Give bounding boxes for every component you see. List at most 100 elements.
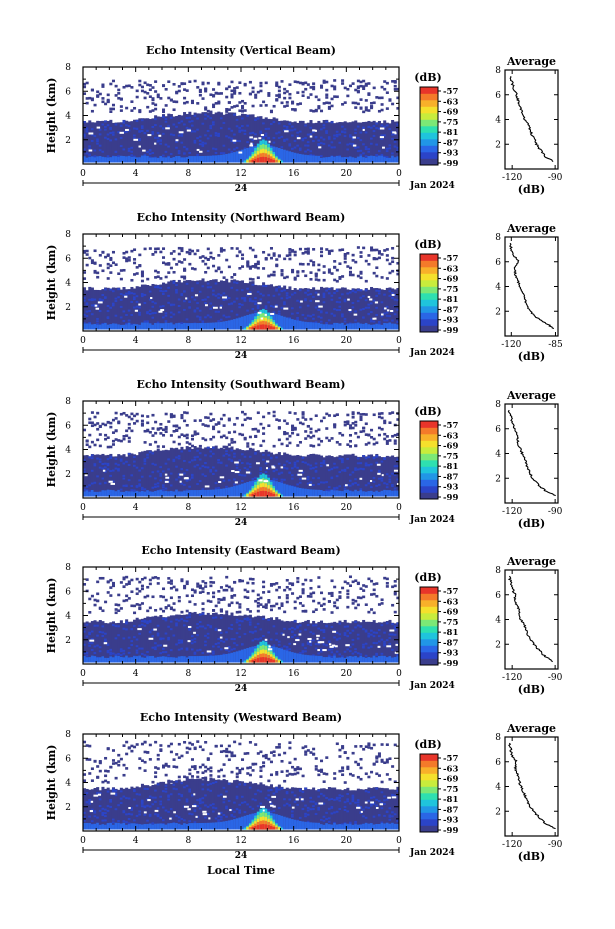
echo-speckle	[314, 135, 318, 138]
echo-upper-speckle	[362, 79, 366, 83]
echo-layer	[122, 287, 126, 330]
echo-upper-speckle	[256, 276, 260, 280]
echo-upper-speckle	[335, 268, 339, 272]
echo-upper-speckle	[140, 414, 144, 418]
average-y-tick-label: 6	[495, 91, 501, 101]
echo-speckle	[227, 479, 231, 482]
echo-speckle	[212, 466, 215, 469]
echo-speckle	[275, 468, 279, 471]
echo-speckle	[154, 463, 158, 466]
echo-speckle	[227, 458, 231, 461]
echo-upper-speckle	[309, 431, 313, 434]
echo-upper-speckle	[391, 256, 395, 260]
echo-upper-speckle	[354, 431, 358, 435]
echo-upper-speckle	[127, 259, 131, 262]
echo-gap	[392, 131, 397, 134]
echo-speckle	[212, 147, 215, 150]
echo-speckle	[272, 121, 276, 124]
echo-layer	[209, 614, 213, 663]
echo-near-ground	[93, 323, 97, 330]
echo-upper-speckle	[306, 250, 310, 253]
echo-layer	[83, 622, 87, 663]
echo-near-ground	[217, 322, 221, 330]
echo-speckle	[298, 624, 302, 627]
echo-gap	[110, 482, 116, 485]
echo-near-ground	[317, 155, 321, 163]
echo-speckle	[206, 137, 210, 140]
echo-layer	[122, 623, 126, 663]
echo-speckle	[325, 322, 329, 325]
echo-upper-speckle	[325, 427, 329, 430]
echo-speckle	[135, 305, 139, 308]
echo-upper-speckle	[283, 432, 287, 436]
echo-upper-speckle	[254, 255, 258, 259]
echo-upper-speckle	[241, 105, 245, 108]
echo-speckle	[375, 642, 379, 645]
echo-upper-speckle	[98, 264, 102, 267]
average-x-label: (dB)	[518, 517, 545, 530]
echo-speckle	[114, 467, 118, 470]
echo-speckle	[217, 461, 221, 464]
echo-layer	[143, 118, 147, 163]
echo-layer	[101, 621, 105, 663]
echo-speckle	[119, 650, 123, 653]
echo-upper-speckle	[264, 257, 268, 261]
echo-near-ground	[301, 654, 305, 663]
echo-speckle	[209, 307, 213, 310]
echo-upper-speckle	[227, 265, 231, 269]
echo-speckle	[288, 144, 292, 147]
echo-upper-speckle	[190, 101, 194, 105]
echo-speckle	[377, 289, 381, 292]
echo-upper-speckle	[364, 443, 368, 446]
echo-layer	[327, 455, 331, 497]
echo-upper-speckle	[193, 419, 197, 422]
echo-layer	[351, 621, 355, 663]
echo-near-ground	[288, 151, 292, 163]
echo-speckle	[90, 313, 94, 316]
echo-upper-speckle	[298, 441, 302, 444]
echo-speckle	[177, 619, 181, 622]
echo-upper-speckle	[304, 418, 308, 421]
echo-layer	[193, 446, 197, 497]
echo-speckle	[380, 301, 384, 304]
echo-upper-speckle	[248, 246, 252, 250]
echo-upper-speckle	[169, 415, 173, 419]
echo-speckle	[90, 299, 94, 302]
echo-speckle	[364, 299, 368, 302]
echo-gap	[125, 128, 129, 131]
echo-speckle	[138, 306, 142, 309]
echo-upper-speckle	[143, 81, 147, 85]
echo-speckle	[306, 641, 310, 644]
echo-upper-speckle	[325, 248, 329, 251]
echo-upper-speckle	[288, 441, 292, 445]
echo-speckle	[98, 128, 102, 131]
echo-speckle	[254, 630, 258, 633]
echo-upper-speckle	[167, 604, 171, 607]
echo-upper-speckle	[212, 425, 216, 429]
echo-layer	[164, 116, 168, 163]
echo-upper-speckle	[109, 421, 113, 425]
echo-speckle	[393, 628, 397, 631]
echo-upper-speckle	[183, 434, 187, 438]
echo-upper-speckle	[111, 79, 115, 83]
echo-upper-speckle	[280, 269, 284, 273]
echo-core	[275, 659, 279, 663]
echo-layer	[370, 121, 374, 163]
echo-speckle	[356, 125, 360, 128]
echo-layer	[117, 287, 121, 330]
echo-speckle	[246, 141, 250, 144]
echo-upper-speckle	[222, 424, 226, 427]
echo-near-ground	[138, 491, 142, 497]
echo-gap	[258, 137, 262, 140]
echo-speckle	[217, 296, 221, 299]
echo-speckle	[285, 128, 289, 131]
echo-upper-speckle	[298, 601, 302, 605]
echo-upper-speckle	[296, 433, 300, 437]
echo-layer	[330, 622, 334, 663]
echo-layer	[251, 114, 255, 163]
echo-layer	[201, 112, 205, 163]
echo-speckle	[330, 298, 334, 301]
echo-core	[256, 658, 260, 663]
x-tick-label: 20	[341, 503, 353, 513]
echo-speckle	[93, 624, 97, 627]
